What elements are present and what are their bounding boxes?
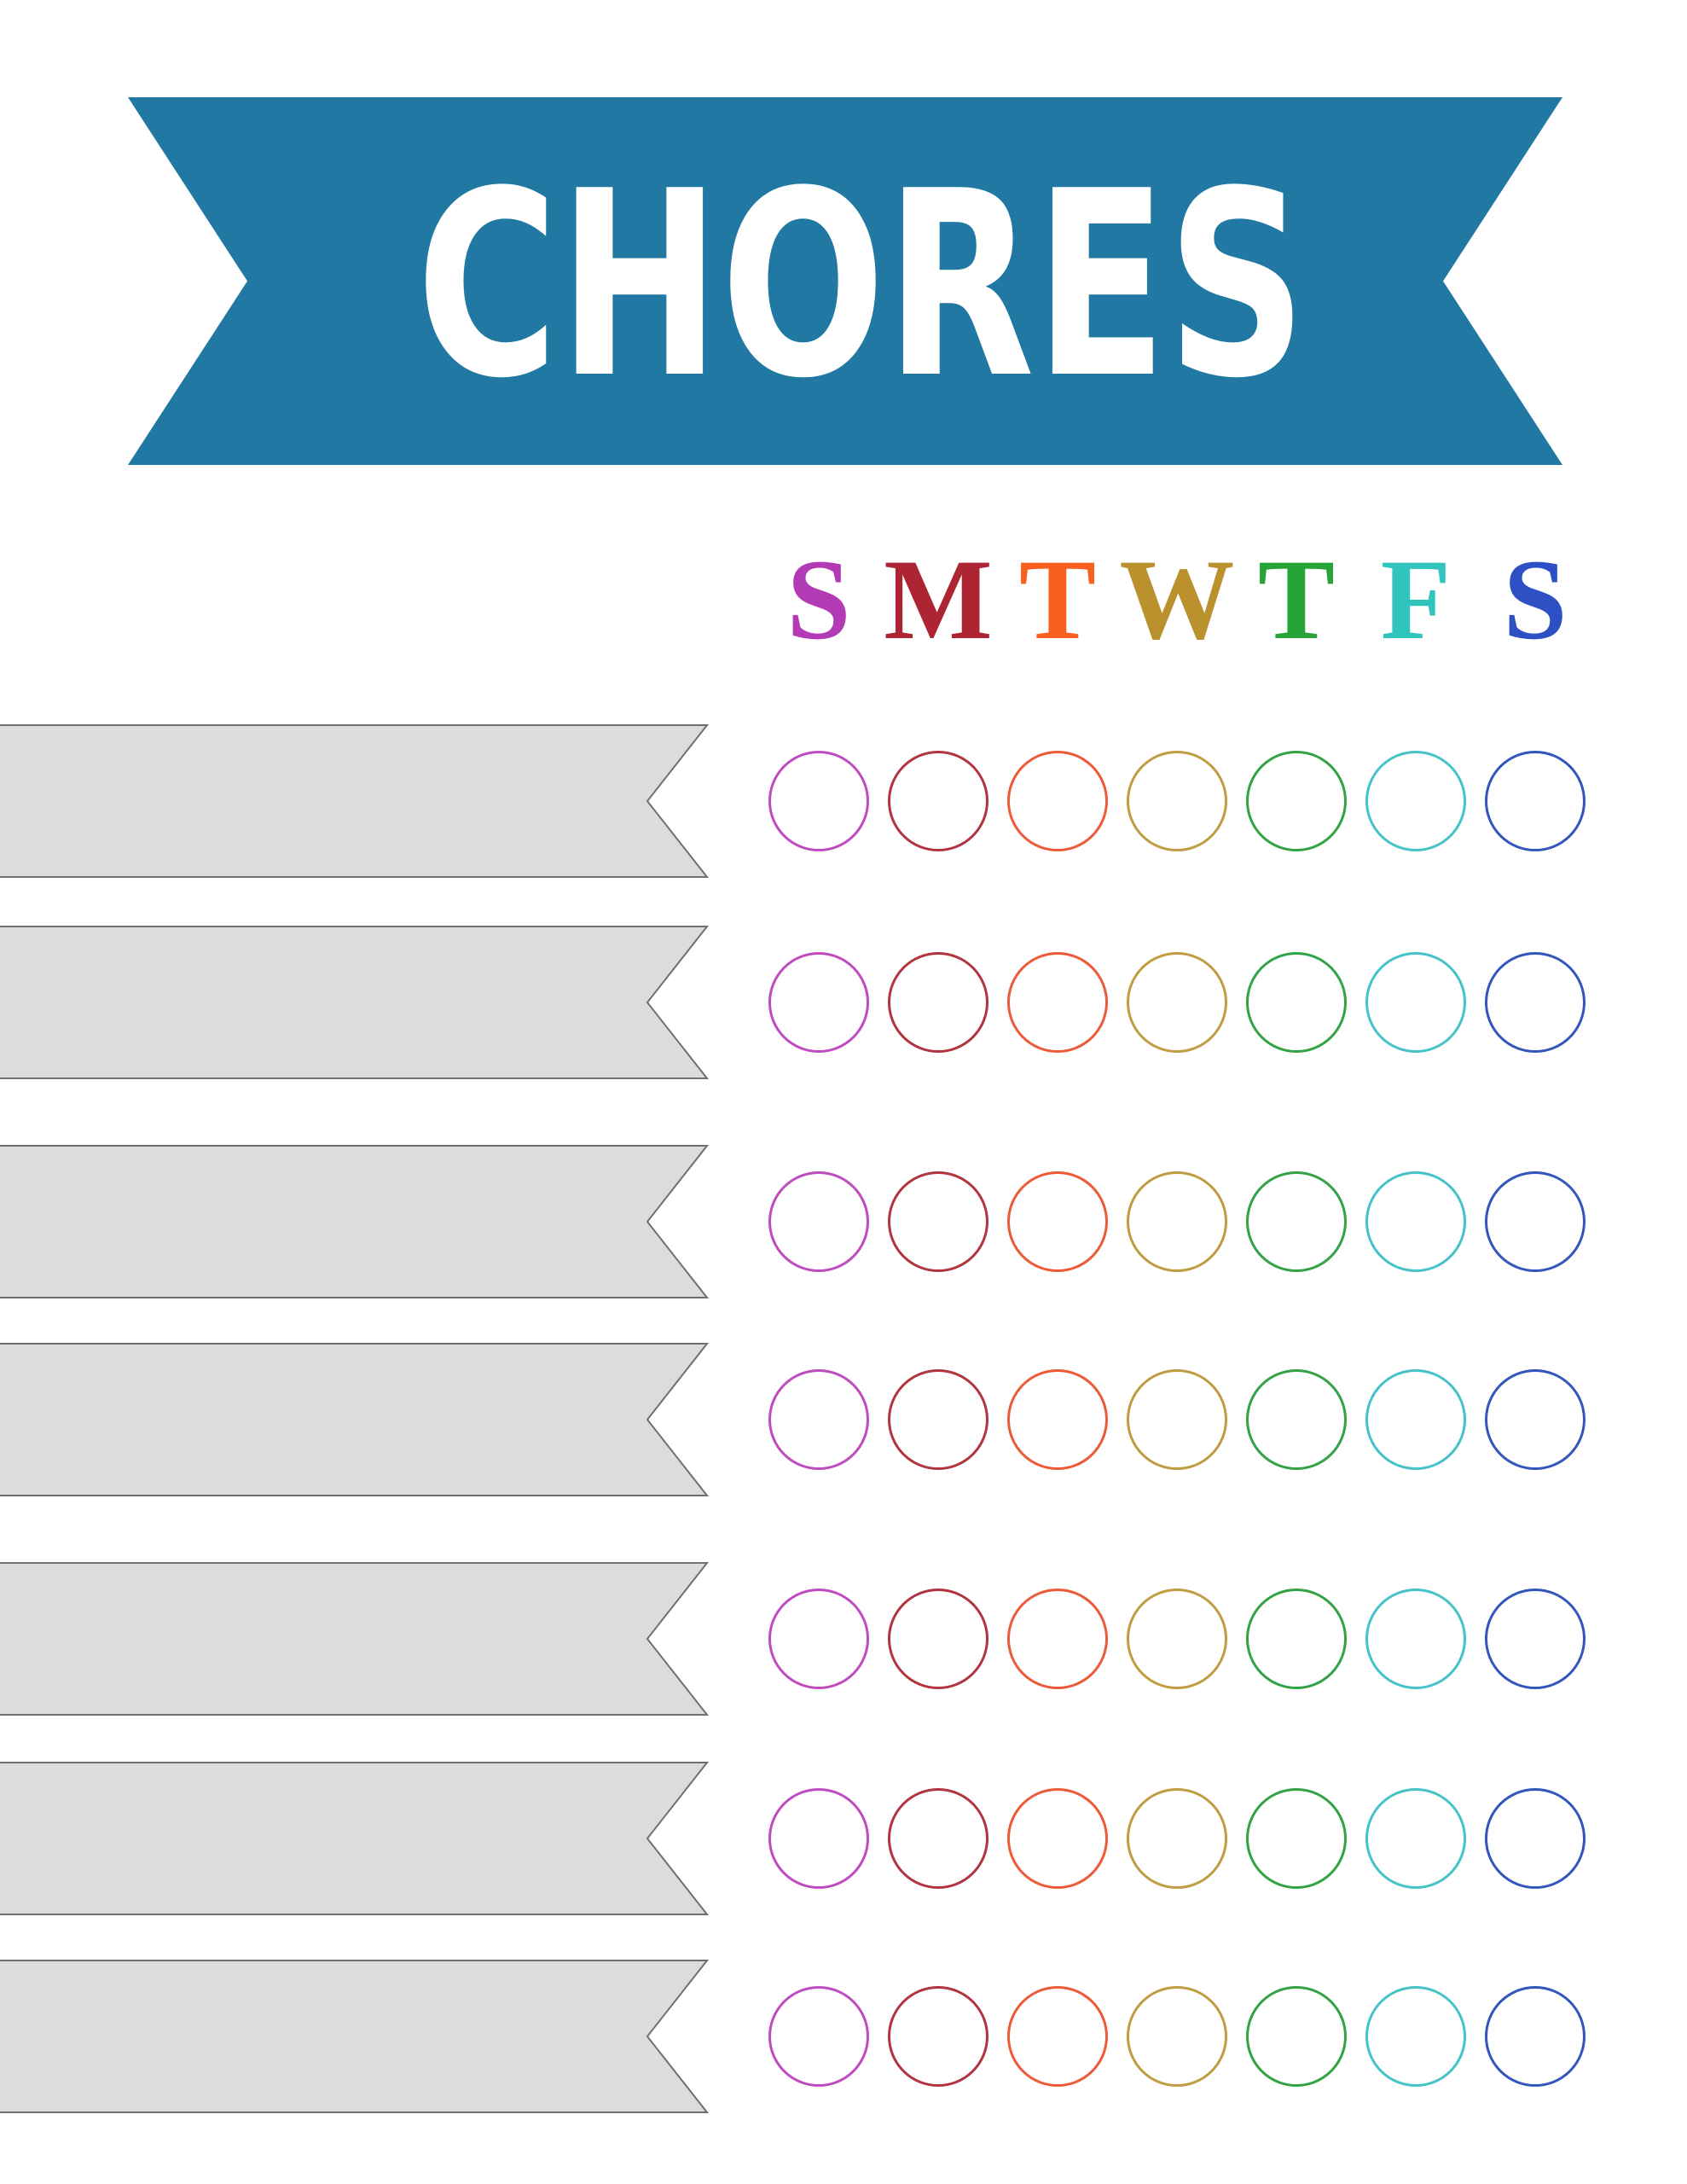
day-circle-row3-friday[interactable] xyxy=(1365,1171,1466,1272)
day-circle-row5-thursday[interactable] xyxy=(1246,1589,1347,1689)
day-circle-row1-saturday[interactable] xyxy=(1485,751,1586,851)
day-circle-row4-wednesday[interactable] xyxy=(1127,1369,1227,1470)
day-circle-row2-wednesday[interactable] xyxy=(1127,952,1227,1053)
banner-text-canvas: CHORES xyxy=(128,97,1562,465)
day-circle-row5-wednesday[interactable] xyxy=(1127,1589,1227,1689)
day-letter-wednesday: W xyxy=(1119,536,1235,664)
day-letter-sunday: S xyxy=(786,536,851,664)
day-circle-row6-sunday[interactable] xyxy=(768,1788,869,1889)
day-circle-row4-thursday[interactable] xyxy=(1246,1369,1347,1470)
chore-ribbon-6 xyxy=(0,1762,710,1915)
day-circle-row3-sunday[interactable] xyxy=(768,1171,869,1272)
chore-ribbon-3 xyxy=(0,1145,710,1298)
chore-name-field[interactable] xyxy=(0,1562,710,1716)
day-letter-friday: F xyxy=(1380,536,1452,664)
day-circle-row7-wednesday[interactable] xyxy=(1127,1986,1227,2087)
day-circle-row7-monday[interactable] xyxy=(888,1986,988,2087)
day-circle-row7-friday[interactable] xyxy=(1365,1986,1466,2087)
day-circle-row2-thursday[interactable] xyxy=(1246,952,1347,1053)
day-circle-row5-tuesday[interactable] xyxy=(1007,1589,1108,1689)
day-circle-row3-wednesday[interactable] xyxy=(1127,1171,1227,1272)
day-circle-row5-saturday[interactable] xyxy=(1485,1589,1586,1689)
day-letter-thursday: T xyxy=(1257,536,1336,664)
day-circle-row1-thursday[interactable] xyxy=(1246,751,1347,851)
day-letter-monday: M xyxy=(884,536,993,664)
chore-ribbon-4 xyxy=(0,1343,710,1496)
day-circle-row1-friday[interactable] xyxy=(1365,751,1466,851)
day-circle-row5-sunday[interactable] xyxy=(768,1589,869,1689)
day-circle-row1-wednesday[interactable] xyxy=(1127,751,1227,851)
day-circle-row4-monday[interactable] xyxy=(888,1369,988,1470)
day-circle-row4-sunday[interactable] xyxy=(768,1369,869,1470)
day-circle-row6-saturday[interactable] xyxy=(1485,1788,1586,1889)
title-banner: CHORES xyxy=(128,97,1562,465)
day-circle-row7-sunday[interactable] xyxy=(768,1986,869,2087)
banner-title: CHORES xyxy=(416,136,1307,434)
chore-ribbon-5 xyxy=(0,1562,710,1716)
chore-ribbon-7 xyxy=(0,1960,710,2113)
chore-name-field[interactable] xyxy=(0,1343,710,1496)
day-circle-row2-monday[interactable] xyxy=(888,952,988,1053)
day-circle-row3-monday[interactable] xyxy=(888,1171,988,1272)
day-circle-row4-tuesday[interactable] xyxy=(1007,1369,1108,1470)
day-circle-row6-monday[interactable] xyxy=(888,1788,988,1889)
day-circle-row6-thursday[interactable] xyxy=(1246,1788,1347,1889)
day-circle-row3-saturday[interactable] xyxy=(1485,1171,1586,1272)
day-circle-row1-monday[interactable] xyxy=(888,751,988,851)
day-circle-row6-tuesday[interactable] xyxy=(1007,1788,1108,1889)
chore-ribbon-2 xyxy=(0,926,710,1079)
day-circle-row1-sunday[interactable] xyxy=(768,751,869,851)
day-circle-row3-tuesday[interactable] xyxy=(1007,1171,1108,1272)
day-circle-row6-wednesday[interactable] xyxy=(1127,1788,1227,1889)
day-circle-row2-sunday[interactable] xyxy=(768,952,869,1053)
day-circle-row2-tuesday[interactable] xyxy=(1007,952,1108,1053)
chore-name-field[interactable] xyxy=(0,1145,710,1298)
day-circle-row4-friday[interactable] xyxy=(1365,1369,1466,1470)
day-letter-saturday: S xyxy=(1503,536,1568,664)
day-circle-row4-saturday[interactable] xyxy=(1485,1369,1586,1470)
day-circle-row1-tuesday[interactable] xyxy=(1007,751,1108,851)
day-circle-row2-saturday[interactable] xyxy=(1485,952,1586,1053)
day-circle-row2-friday[interactable] xyxy=(1365,952,1466,1053)
day-circle-row7-thursday[interactable] xyxy=(1246,1986,1347,2087)
chore-name-field[interactable] xyxy=(0,926,710,1079)
chore-name-field[interactable] xyxy=(0,1762,710,1915)
day-circle-row3-thursday[interactable] xyxy=(1246,1171,1347,1272)
chore-name-field[interactable] xyxy=(0,1960,710,2113)
day-circle-row6-friday[interactable] xyxy=(1365,1788,1466,1889)
chore-name-field[interactable] xyxy=(0,724,710,878)
day-circle-row5-monday[interactable] xyxy=(888,1589,988,1689)
day-circle-row5-friday[interactable] xyxy=(1365,1589,1466,1689)
day-letter-tuesday: T xyxy=(1018,536,1097,664)
chore-ribbon-1 xyxy=(0,724,710,878)
day-circle-row7-tuesday[interactable] xyxy=(1007,1986,1108,2087)
day-circle-row7-saturday[interactable] xyxy=(1485,1986,1586,2087)
